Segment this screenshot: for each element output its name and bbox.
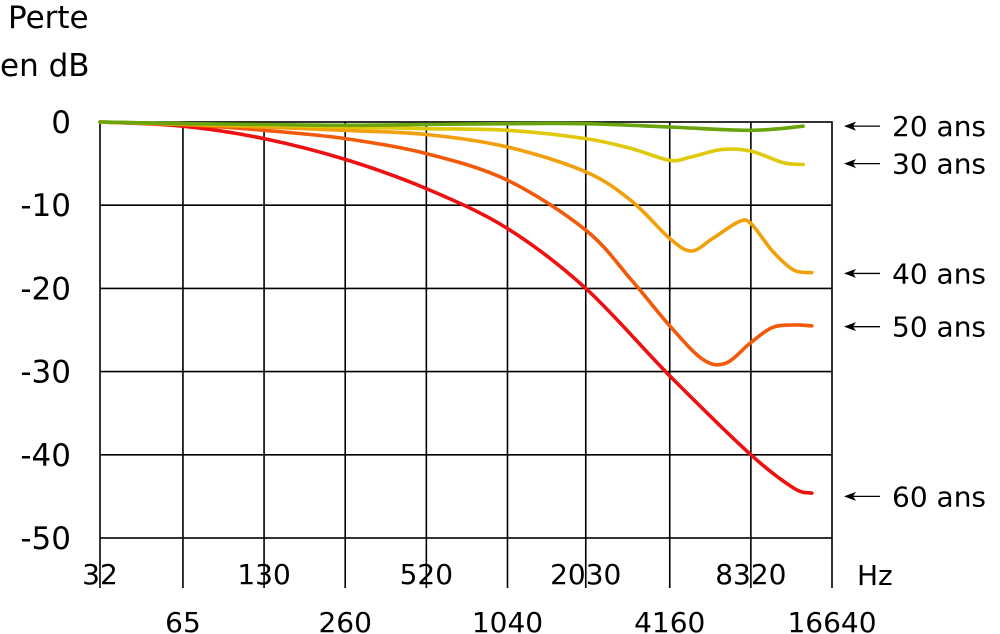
y-tick-label: -10 [20, 188, 71, 224]
age-annotation: 50 ans [844, 311, 986, 344]
x-axis-unit: Hz [857, 559, 893, 592]
curve-40-ans [98, 120, 814, 275]
age-label: 50 ans [892, 311, 986, 344]
curve-20-ans [98, 120, 805, 133]
arrow-head [844, 322, 856, 332]
x-tick-labels: 32 130 520 2030 8320 65 260 1040 4160 16640 [82, 558, 876, 634]
y-tick-label: 0 [51, 105, 71, 141]
y-tick-labels: 0 -10 -20 -30 -40 -50 [20, 105, 71, 557]
age-label: 40 ans [892, 257, 986, 290]
x-tick-label: 4160 [634, 606, 705, 634]
y-axis-label: Perte en dB [0, 0, 90, 84]
x-tick-label: 130 [237, 558, 290, 591]
age-label: 60 ans [892, 480, 986, 513]
arrow-head [844, 121, 856, 131]
arrow-head [844, 159, 856, 169]
x-tick-label: 65 [165, 606, 201, 634]
age-annotation: 20 ans [844, 110, 986, 143]
age-label: 20 ans [892, 110, 986, 143]
x-tick-label: 2030 [550, 558, 621, 591]
age-annotation: 60 ans [844, 480, 986, 513]
arrow-head [844, 268, 856, 278]
y-tick-label: -30 [20, 355, 71, 391]
age-annotation: 40 ans [844, 257, 986, 290]
x-tick-label: 8320 [715, 558, 786, 591]
x-tick-label: 16640 [787, 606, 876, 634]
curve-50-ans [98, 120, 814, 367]
grid-lines [99, 122, 833, 588]
x-tick-label: 260 [318, 606, 371, 634]
y-tick-label: -40 [20, 438, 71, 474]
plot-frame [99, 121, 833, 539]
age-annotations: 20 ans 30 ans 40 ans 50 ans 60 ans [844, 110, 986, 513]
y-tick-label: -20 [20, 271, 71, 307]
curve-60-ans [98, 120, 814, 495]
x-tick-label: 32 [82, 558, 118, 591]
y-tick-label: -50 [20, 521, 71, 557]
y-axis-label-line-2: en dB [0, 48, 90, 84]
x-tick-label: 1040 [472, 606, 543, 634]
x-tick-label: 520 [400, 558, 453, 591]
arrow-head [844, 491, 856, 501]
y-axis-label-line-1: Perte [8, 0, 89, 36]
age-annotation: 30 ans [844, 148, 986, 181]
loss-curves [98, 120, 814, 495]
age-label: 30 ans [892, 148, 986, 181]
